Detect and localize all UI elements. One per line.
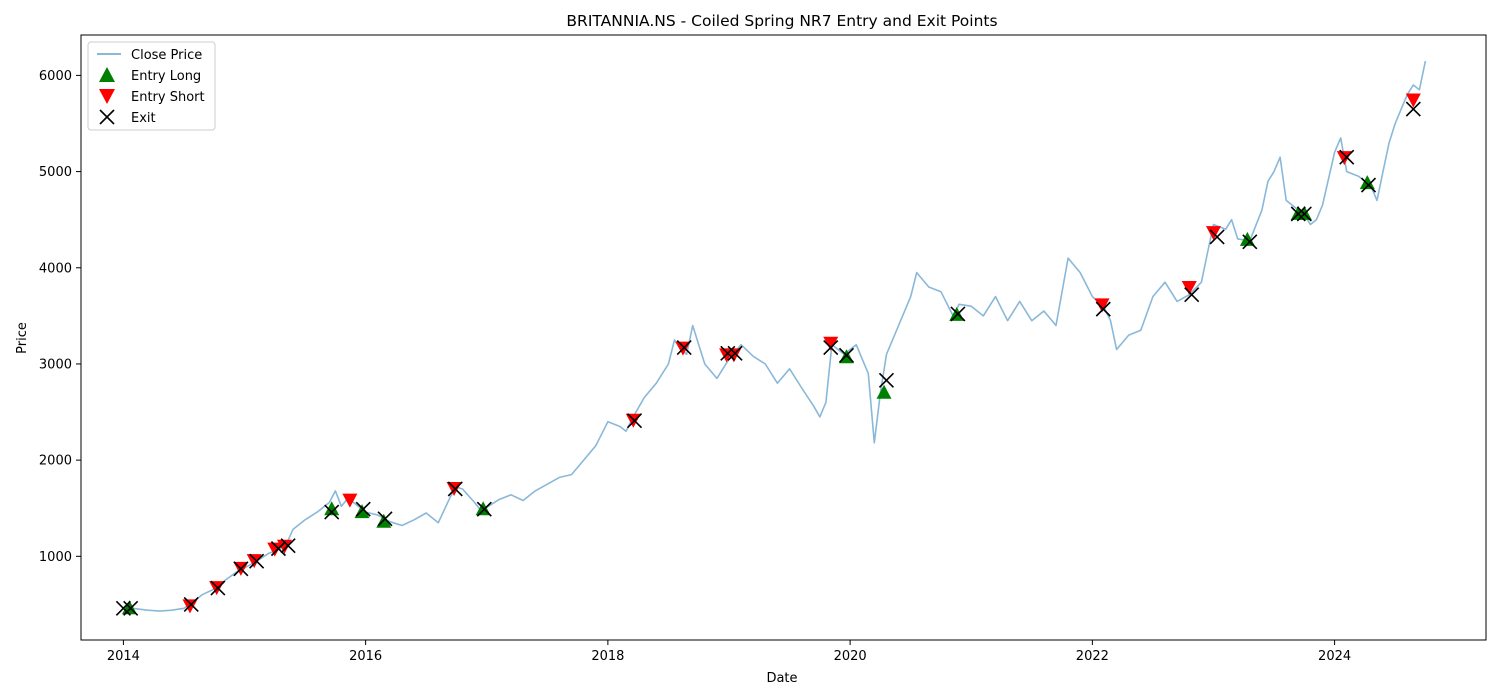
exit-marker xyxy=(1184,287,1200,303)
legend-exit-x-icon xyxy=(99,109,115,125)
plot-frame xyxy=(80,34,1487,641)
exit-marker xyxy=(476,501,492,517)
entry-short-marker xyxy=(267,542,283,557)
exit-marker xyxy=(183,596,199,612)
exit-marker xyxy=(1339,149,1355,165)
y-tick-label: 2000 xyxy=(39,454,72,469)
legend-entry-long-label: Entry Long xyxy=(131,69,201,84)
exit-marker xyxy=(1242,234,1258,250)
exit-marker xyxy=(626,413,643,429)
exit-marker xyxy=(355,501,371,517)
exit-marker xyxy=(823,340,839,356)
x-axis-label: Date xyxy=(766,671,797,686)
y-axis-label: Price xyxy=(15,322,30,354)
exit-marker xyxy=(233,561,249,577)
y-tick-label: 4000 xyxy=(39,261,72,276)
x-tick-label: 2016 xyxy=(349,649,382,664)
exit-marker xyxy=(950,306,966,322)
exit-marker xyxy=(720,345,736,361)
y-tick-label: 5000 xyxy=(39,165,72,180)
close-price-line xyxy=(123,60,1427,612)
entry-short-marker xyxy=(1094,298,1110,313)
exit-marker xyxy=(878,372,895,388)
y-tick-label: 6000 xyxy=(39,69,72,84)
y-tick-label: 1000 xyxy=(39,550,72,565)
exit-marker xyxy=(1209,229,1225,245)
exit-marker xyxy=(1405,101,1421,117)
legend-exit-label: Exit xyxy=(131,111,156,126)
entry-long-marker xyxy=(324,501,340,516)
legend: Close Price Entry Long Entry Short Exit xyxy=(87,41,216,131)
exit-marker xyxy=(838,347,855,363)
exit-marker xyxy=(1290,206,1306,222)
exit-marker xyxy=(324,504,340,520)
plot-area xyxy=(115,60,1427,616)
exit-marker xyxy=(210,580,226,596)
exit-marker xyxy=(727,345,743,361)
exit-marker xyxy=(1095,301,1111,317)
entry-short-marker xyxy=(1181,281,1197,296)
exit-marker xyxy=(1360,177,1377,193)
exit-marker xyxy=(249,553,265,569)
x-tick-label: 2020 xyxy=(834,649,867,664)
exit-marker xyxy=(270,541,286,557)
exit-marker xyxy=(447,481,463,497)
exit-marker xyxy=(280,538,296,554)
x-tick-label: 2018 xyxy=(591,649,624,664)
x-tick-label: 2022 xyxy=(1076,649,1109,664)
legend-close-price-label: Close Price xyxy=(131,48,202,63)
x-axis: 2014 2016 2018 2020 2022 2024 xyxy=(107,640,1351,664)
legend-box xyxy=(87,41,216,131)
entry-short-marker xyxy=(342,493,358,508)
entry-short-marker xyxy=(823,336,839,351)
entry-long-marker xyxy=(1359,175,1375,190)
entry-short-marker xyxy=(246,554,262,569)
exit-marker xyxy=(377,511,393,527)
exit-marker xyxy=(676,340,692,356)
y-axis: 1000 2000 3000 4000 5000 6000 xyxy=(39,69,81,565)
entry-long-marker xyxy=(876,384,892,399)
x-tick-label: 2014 xyxy=(107,649,140,664)
entry-short-marker xyxy=(276,539,292,554)
entry-short-marker xyxy=(1405,93,1421,108)
x-tick-label: 2024 xyxy=(1318,649,1351,664)
chart-title: BRITANNIA.NS - Coiled Spring NR7 Entry a… xyxy=(566,12,997,30)
exit-marker xyxy=(123,600,139,616)
y-tick-label: 3000 xyxy=(39,357,72,372)
entry-short-marker xyxy=(1336,151,1352,166)
exit-marker xyxy=(115,600,131,616)
exit-marker xyxy=(1296,206,1312,222)
legend-entry-long-triangle-up-icon xyxy=(99,67,115,82)
legend-entry-short-label: Entry Short xyxy=(131,90,205,105)
legend-entry-short-triangle-down-icon xyxy=(99,89,115,104)
